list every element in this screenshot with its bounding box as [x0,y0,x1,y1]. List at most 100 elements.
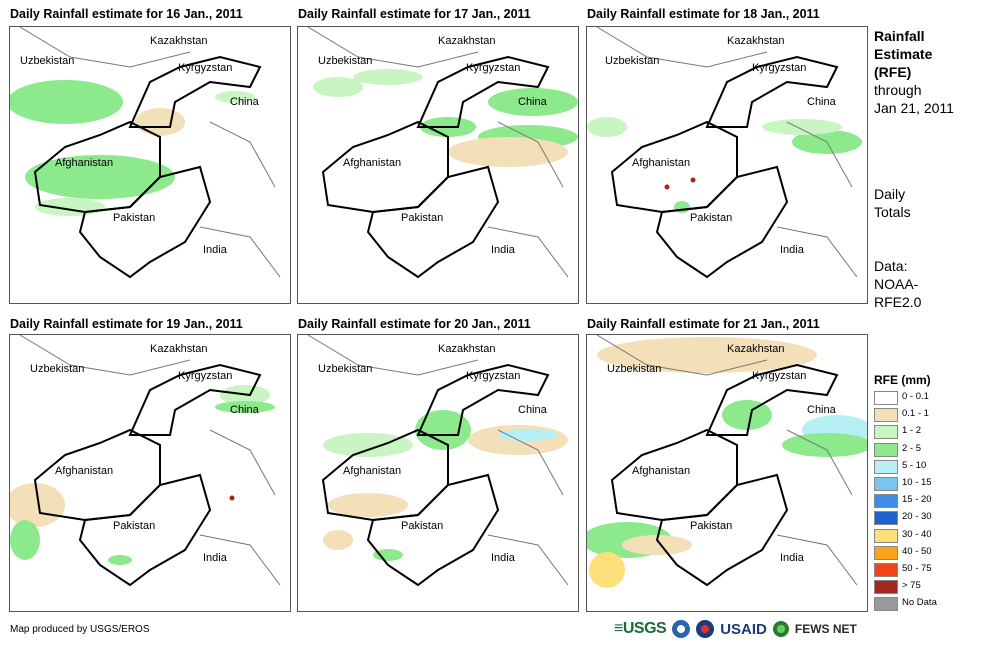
label-kyrgyzstan: Kyrgyzstan [752,370,807,382]
label-india: India [491,244,515,256]
legend-label: 1 - 2 [902,425,922,437]
legend-label: 15 - 20 [902,494,932,506]
label-china: China [807,404,836,416]
sidebar-daily-totals: Daily Totals [874,185,911,221]
usaid-logo: USAID [720,620,767,638]
rainfall-map-18 [587,27,862,279]
label-kyrgyzstan: Kyrgyzstan [466,62,521,74]
label-kyrgyzstan: Kyrgyzstan [178,62,233,74]
panel-title-18: Daily Rainfall estimate for 18 Jan., 201… [587,7,820,21]
map-panel-19: Kazakhstan Uzbekistan Kyrgyzstan China A… [9,334,291,612]
legend-swatch [874,511,898,526]
label-kazakhstan: Kazakhstan [438,35,496,47]
legend-swatch [874,425,898,440]
sidebar-title-line1: Rainfall [874,28,925,44]
fews-net-logo: FEWS NET [794,622,857,636]
label-pakistan: Pakistan [690,212,733,224]
sidebar-through: through [874,82,922,98]
panel-title-17: Daily Rainfall estimate for 17 Jan., 201… [298,7,531,21]
legend-label: 0 - 0.1 [902,391,929,402]
legend-label: 10 - 15 [902,477,932,488]
map-panel-21: Kazakhstan Uzbekistan Kyrgyzstan China A… [586,334,868,612]
panel-title-16: Daily Rainfall estimate for 16 Jan., 201… [10,7,243,21]
legend-swatch [874,580,898,595]
legend-swatch [874,477,898,491]
label-kazakhstan: Kazakhstan [727,35,785,47]
label-china: China [518,404,547,416]
label-kyrgyzstan: Kyrgyzstan [466,370,521,382]
label-pakistan: Pakistan [401,520,444,532]
label-afghanistan: Afghanistan [55,465,114,477]
label-kazakhstan: Kazakhstan [727,343,785,355]
label-kyrgyzstan: Kyrgyzstan [178,370,233,382]
noaa-logo-icon [672,620,691,638]
label-kazakhstan: Kazakhstan [150,343,208,355]
label-pakistan: Pakistan [113,212,156,224]
legend-swatch [874,408,898,423]
label-pakistan: Pakistan [401,212,444,224]
label-afghanistan: Afghanistan [343,465,402,477]
label-afghanistan: Afghanistan [632,157,691,169]
panel-title-19: Daily Rainfall estimate for 19 Jan., 201… [10,317,243,331]
legend-swatch [874,459,898,474]
legend-label: No Data [902,597,937,609]
sidebar-data1: Data: [874,258,908,274]
label-uzbekistan: Uzbekistan [318,363,373,375]
panel-title-21: Daily Rainfall estimate for 21 Jan., 201… [587,317,820,331]
sidebar-data-source: Data: NOAA- RFE2.0 [874,257,921,311]
label-india: India [780,244,804,256]
label-india: India [203,552,227,564]
label-uzbekistan: Uzbekistan [30,363,85,375]
rainfall-map-19 [10,335,281,587]
legend-swatch [874,545,898,560]
sidebar-title-line3: (RFE) [874,64,912,80]
map-panel-18: Kazakhstan Uzbekistan Kyrgyzstan China A… [586,26,868,304]
label-pakistan: Pakistan [113,520,156,532]
label-india: India [491,552,515,564]
legend-title: RFE (mm) [874,373,931,387]
sidebar-data3: RFE2.0 [874,294,922,310]
map-credit: Map produced by USGS/EROS [10,624,150,635]
legend-label: 50 - 75 [902,563,932,574]
label-india: India [203,244,227,256]
legend-swatch [874,563,898,577]
legend-swatch [874,391,898,405]
legend-label: > 75 [902,580,921,592]
sidebar-date: Jan 21, 2011 [874,100,954,116]
label-china: China [518,96,547,108]
legend-label: 40 - 50 [902,545,932,557]
rainfall-map-16 [10,27,281,279]
map-panel-16: Kazakhstan Uzbekistan Kyrgyzstan China A… [9,26,291,304]
label-china: China [230,404,259,416]
sidebar-daily1: Daily [874,186,906,202]
legend-label: 0.1 - 1 [902,408,929,420]
legend-swatch [874,494,898,509]
label-uzbekistan: Uzbekistan [20,55,75,67]
label-uzbekistan: Uzbekistan [318,55,373,67]
label-kazakhstan: Kazakhstan [150,35,208,47]
panel-title-20: Daily Rainfall estimate for 20 Jan., 201… [298,317,531,331]
sidebar-daily2: Totals [874,204,911,220]
sidebar-data2: NOAA- [874,276,919,292]
nws-logo-icon [696,620,715,638]
usgs-logo: ≡USGS [614,620,667,637]
legend-swatch [874,597,898,612]
label-afghanistan: Afghanistan [343,157,402,169]
label-kazakhstan: Kazakhstan [438,343,496,355]
label-afghanistan: Afghanistan [632,465,691,477]
sidebar-title: Rainfall Estimate (RFE) through Jan 21, … [874,27,954,117]
label-uzbekistan: Uzbekistan [605,55,660,67]
map-panel-20: Kazakhstan Uzbekistan Kyrgyzstan China A… [297,334,579,612]
label-uzbekistan: Uzbekistan [607,363,662,375]
label-afghanistan: Afghanistan [55,157,114,169]
legend-label: 30 - 40 [902,528,932,540]
map-panel-17: Kazakhstan Uzbekistan Kyrgyzstan China A… [297,26,579,304]
rainfall-map-21 [587,335,867,588]
logo-bar: ≡USGS USAID FEWS NET [614,618,857,640]
legend-label: 5 - 10 [902,459,927,471]
globe-icon [772,621,789,637]
label-china: China [807,96,836,108]
legend-label: 20 - 30 [902,511,932,523]
rainfall-map-20 [307,335,569,587]
legend-swatch [874,442,898,457]
